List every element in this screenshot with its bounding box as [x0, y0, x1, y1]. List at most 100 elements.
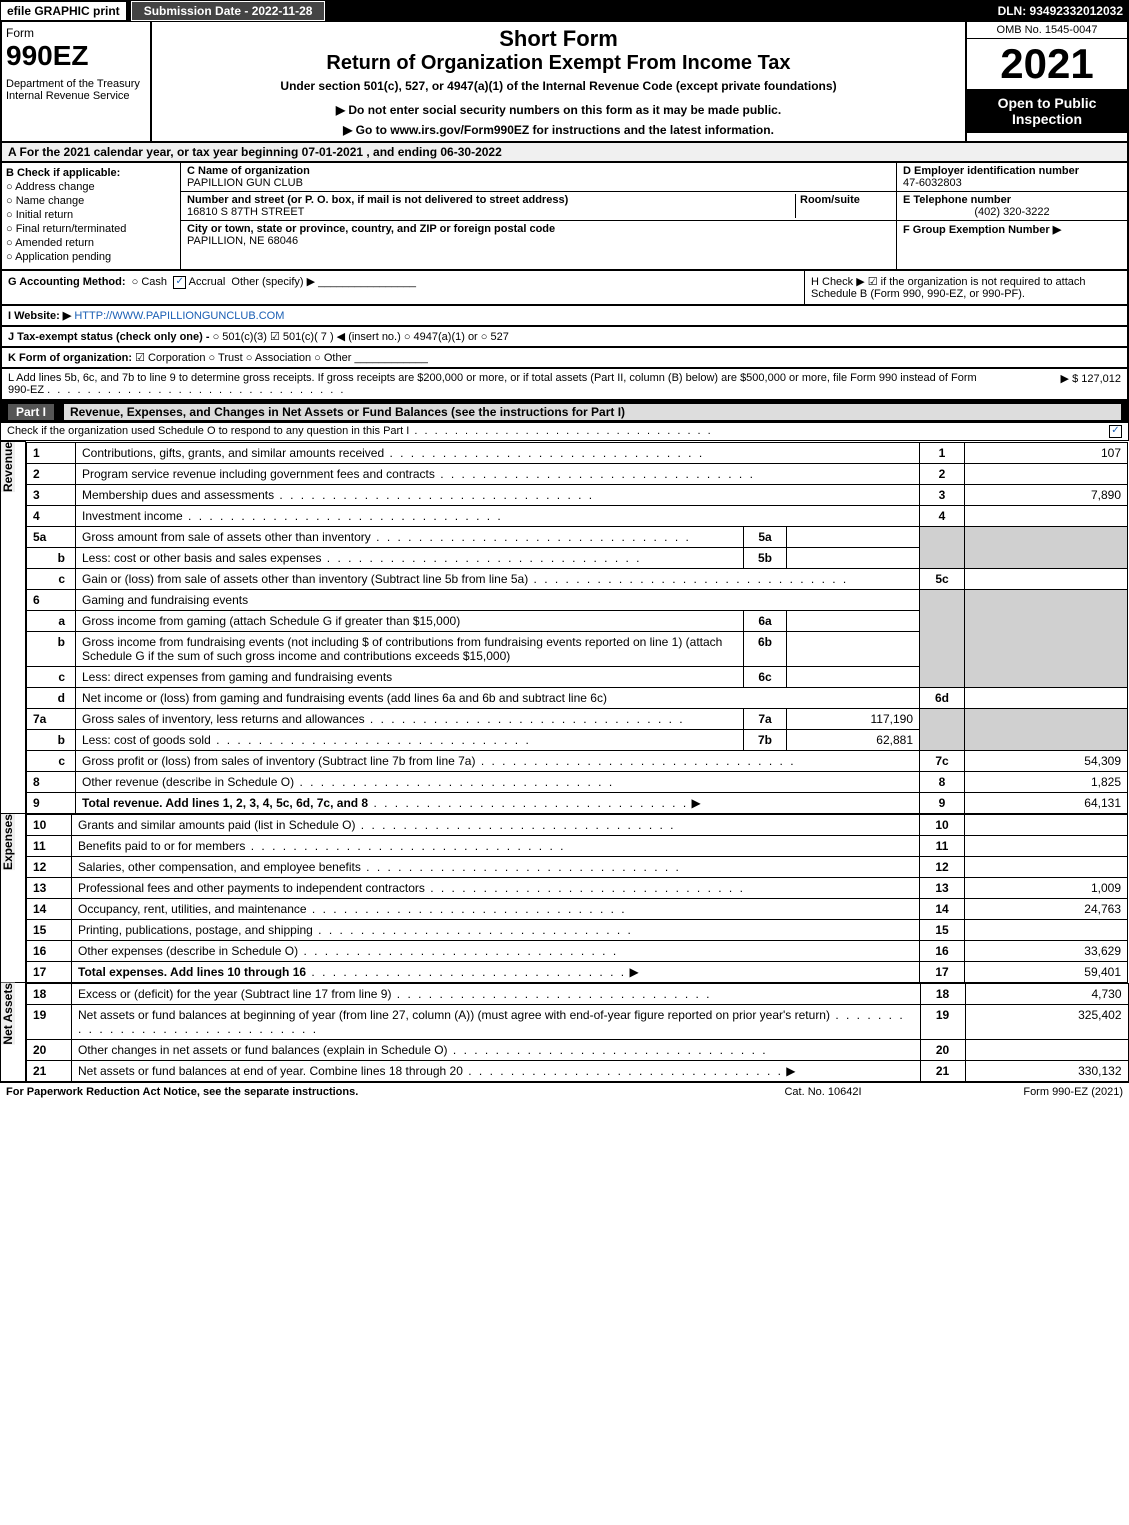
line-7c: c Gross profit or (loss) from sales of i… — [27, 750, 1128, 771]
line-5a-midval — [787, 526, 920, 547]
footer-cat-no: Cat. No. 10642I — [723, 1086, 923, 1098]
line-5b-mid: 5b — [744, 547, 787, 568]
line-12-desc: Salaries, other compensation, and employ… — [78, 860, 361, 874]
line-6c-mid: 6c — [744, 666, 787, 687]
line-21: 21Net assets or fund balances at end of … — [27, 1060, 1129, 1081]
line-19: 19Net assets or fund balances at beginni… — [27, 1004, 1129, 1039]
org-name: PAPILLION GUN CLUB — [187, 177, 303, 189]
line-6d: d Net income or (loss) from gaming and f… — [27, 687, 1128, 708]
ein: 47-6032803 — [903, 177, 962, 189]
org-street: 16810 S 87TH STREET — [187, 206, 304, 218]
cb-final-return[interactable]: Final return/terminated — [6, 223, 176, 235]
line-18-desc: Excess or (deficit) for the year (Subtra… — [78, 987, 391, 1001]
line-9-val: 64,131 — [965, 792, 1128, 813]
line-7b-mid: 7b — [744, 729, 787, 750]
l-value: ▶ $ 127,012 — [1001, 372, 1121, 396]
schedule-o-check: Check if the organization used Schedule … — [0, 423, 1129, 441]
header-left: Form 990EZ Department of the Treasury In… — [2, 22, 152, 141]
j-options[interactable]: ○ 501(c)(3) ☑ 501(c)( 7 ) ◀ (insert no.)… — [213, 331, 509, 343]
line-14-ref: 14 — [920, 898, 965, 919]
line-7c-desc: Gross profit or (loss) from sales of inv… — [82, 754, 475, 768]
line-13-ref: 13 — [920, 877, 965, 898]
short-form-label: Short Form — [160, 26, 957, 52]
form-title: Return of Organization Exempt From Incom… — [160, 52, 957, 75]
line-15: 15Printing, publications, postage, and s… — [27, 919, 1128, 940]
line-20-ref: 20 — [920, 1039, 965, 1060]
line-5a-mid: 5a — [744, 526, 787, 547]
cb-amended-return[interactable]: Amended return — [6, 237, 176, 249]
line-3: 3 Membership dues and assessments 3 7,89… — [27, 484, 1128, 505]
line-12: 12Salaries, other compensation, and empl… — [27, 856, 1128, 877]
cb-initial-return[interactable]: Initial return — [6, 209, 176, 221]
part-i-header: Part I Revenue, Expenses, and Changes in… — [0, 401, 1129, 423]
f-label: F Group Exemption Number ▶ — [903, 224, 1061, 236]
g-other[interactable]: Other (specify) ▶ — [231, 276, 315, 288]
line-10: 10Grants and similar amounts paid (list … — [27, 814, 1128, 835]
line-1-desc: Contributions, gifts, grants, and simila… — [82, 446, 384, 460]
g-accrual-checkbox[interactable] — [173, 276, 186, 289]
part-i-title: Revenue, Expenses, and Changes in Net As… — [64, 404, 1121, 420]
schedule-o-checkbox[interactable] — [1109, 425, 1122, 438]
line-19-ref: 19 — [920, 1004, 965, 1039]
line-17: 17Total expenses. Add lines 10 through 1… — [27, 961, 1128, 982]
section-def: D Employer identification number 47-6032… — [896, 163, 1127, 269]
line-6a-mid: 6a — [744, 610, 787, 631]
line-5c-desc: Gain or (loss) from sale of assets other… — [82, 572, 528, 586]
line-9-desc: Total revenue. Add lines 1, 2, 3, 4, 5c,… — [82, 796, 368, 810]
line-6b-midval — [787, 631, 920, 666]
line-20-desc: Other changes in net assets or fund bala… — [78, 1043, 448, 1057]
header-right: OMB No. 1545-0047 2021 Open to Public In… — [965, 22, 1127, 141]
page-footer: For Paperwork Reduction Act Notice, see … — [0, 1082, 1129, 1101]
line-6c-midval — [787, 666, 920, 687]
part-i-table: Revenue 1 Contributions, gifts, grants, … — [0, 441, 1129, 1082]
line-8-desc: Other revenue (describe in Schedule O) — [82, 775, 294, 789]
line-2-ref: 2 — [920, 463, 965, 484]
info-block: B Check if applicable: Address change Na… — [0, 163, 1129, 271]
department: Department of the Treasury Internal Reve… — [6, 78, 146, 102]
footer-form-ref: Form 990-EZ (2021) — [923, 1086, 1123, 1098]
h-text: H Check ▶ ☑ if the organization is not r… — [811, 276, 1086, 300]
line-1-val: 107 — [965, 442, 1128, 463]
line-6: 6 Gaming and fundraising events — [27, 589, 1128, 610]
line-18: 18 Excess or (deficit) for the year (Subt… — [27, 983, 1129, 1004]
section-g: G Accounting Method: ○ Cash Accrual Othe… — [2, 271, 804, 304]
line-13-val: 1,009 — [965, 877, 1128, 898]
line-20: 20 Other changes in net assets or fund ba… — [27, 1039, 1129, 1060]
line-5a: 5a Gross amount from sale of assets othe… — [27, 526, 1128, 547]
line-10-desc: Grants and similar amounts paid (list in… — [78, 818, 355, 832]
cb-application-pending[interactable]: Application pending — [6, 251, 176, 263]
g-cash[interactable]: Cash — [141, 276, 167, 288]
line-6a-desc: Gross income from gaming (attach Schedul… — [82, 614, 460, 628]
line-6b-desc: Gross income from fundraising events (no… — [82, 635, 722, 663]
line-14: 14Occupancy, rent, utilities, and mainte… — [27, 898, 1128, 919]
k-options[interactable]: ☑ Corporation ○ Trust ○ Association ○ Ot… — [135, 352, 351, 364]
footer-left: For Paperwork Reduction Act Notice, see … — [6, 1086, 723, 1098]
open-to-public: Open to Public Inspection — [967, 89, 1127, 133]
section-gh: G Accounting Method: ○ Cash Accrual Othe… — [0, 271, 1129, 306]
line-8-ref: 8 — [920, 771, 965, 792]
line-6d-desc: Net income or (loss) from gaming and fun… — [82, 691, 607, 705]
line-11-val — [965, 835, 1128, 856]
dln: DLN: 93492332012032 — [998, 4, 1129, 18]
cb-address-change[interactable]: Address change — [6, 181, 176, 193]
form-subtitle: Under section 501(c), 527, or 4947(a)(1)… — [160, 79, 957, 93]
line-16-ref: 16 — [920, 940, 965, 961]
efile-print-button[interactable]: efile GRAPHIC print — [0, 1, 127, 21]
c-city-label: City or town, state or province, country… — [187, 223, 555, 235]
line-7a-mid: 7a — [744, 708, 787, 729]
website-link[interactable]: HTTP://WWW.PAPILLIONGUNCLUB.COM — [74, 310, 284, 322]
cb-name-change[interactable]: Name change — [6, 195, 176, 207]
dots — [47, 384, 345, 396]
line-6c-desc: Less: direct expenses from gaming and fu… — [82, 670, 392, 684]
line-5c-ref: 5c — [920, 568, 965, 589]
instructions-link[interactable]: ▶ Go to www.irs.gov/Form990EZ for instru… — [160, 123, 957, 137]
line-7a-midval: 117,190 — [787, 708, 920, 729]
line-17-val: 59,401 — [965, 961, 1128, 982]
line-19-val: 325,402 — [965, 1004, 1128, 1039]
line-20-val — [965, 1039, 1128, 1060]
c-street-label: Number and street (or P. O. box, if mail… — [187, 194, 568, 206]
omb-number: OMB No. 1545-0047 — [967, 22, 1127, 39]
line-13: 13Professional fees and other payments t… — [27, 877, 1128, 898]
line-18-ref: 18 — [920, 983, 965, 1004]
line-21-val: 330,132 — [965, 1060, 1128, 1081]
